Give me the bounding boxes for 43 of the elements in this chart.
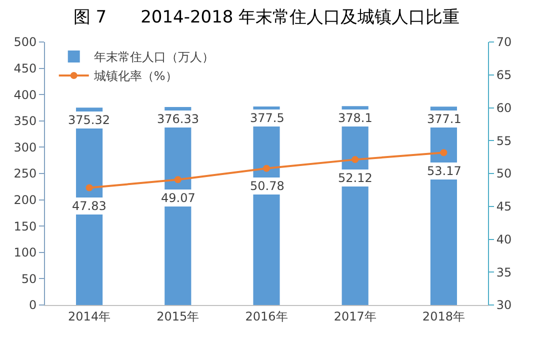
y2-tick-label: 55 bbox=[496, 134, 512, 148]
data-label: 375.32 bbox=[68, 113, 110, 127]
y-tick-label: 200 bbox=[14, 193, 37, 207]
y-tick-label: 0 bbox=[28, 298, 37, 312]
data-label: 53.17 bbox=[427, 164, 462, 178]
x-tick-label: 2014年 bbox=[68, 309, 111, 324]
y-tick-label: 450 bbox=[14, 62, 37, 76]
data-label: 376.33 bbox=[157, 112, 199, 126]
data-label: 47.83 bbox=[72, 199, 106, 213]
x-tick-label: 2016年 bbox=[245, 309, 288, 324]
x-tick-label: 2015年 bbox=[156, 309, 200, 324]
y2-tick-label: 35 bbox=[496, 265, 512, 280]
y2-tick-label: 50 bbox=[496, 166, 512, 181]
point bbox=[440, 149, 448, 156]
y2-tick-label: 70 bbox=[496, 35, 512, 50]
y2-tick-label: 30 bbox=[496, 298, 512, 312]
y-tick-label: 300 bbox=[14, 140, 37, 154]
point bbox=[86, 184, 93, 192]
point bbox=[174, 176, 182, 184]
y2-tick-label: 65 bbox=[496, 68, 512, 82]
y-tick-label: 50 bbox=[21, 272, 37, 286]
y-tick-label: 250 bbox=[14, 166, 37, 181]
legend-label: 城镇化率（%） bbox=[92, 69, 178, 84]
data-label: 49.07 bbox=[161, 191, 196, 205]
y-tick-label: 350 bbox=[14, 114, 37, 128]
y2-tick-label: 45 bbox=[496, 200, 512, 214]
y-tick-label: 150 bbox=[14, 219, 37, 234]
y2-tick-label: 40 bbox=[496, 232, 512, 246]
y-tick-label: 400 bbox=[14, 88, 37, 102]
point bbox=[352, 156, 359, 164]
y-tick-label: 100 bbox=[14, 246, 37, 260]
y2-tick-label: 60 bbox=[496, 100, 512, 115]
x-tick-label: 2018年 bbox=[422, 309, 465, 324]
data-label: 377.1 bbox=[427, 112, 462, 126]
legend-label: 年末常住人口（万人） bbox=[94, 50, 214, 64]
x-tick-label: 2017年 bbox=[334, 309, 376, 324]
data-label: 378.1 bbox=[338, 111, 372, 125]
data-label: 52.12 bbox=[338, 171, 372, 185]
data-label: 50.78 bbox=[250, 179, 284, 193]
y-tick-label: 500 bbox=[14, 35, 37, 50]
point bbox=[263, 164, 270, 172]
data-label: 377.5 bbox=[250, 111, 284, 125]
chart-title: 图 7 2014-2018 年末常住人口及城镇人口比重 bbox=[73, 7, 460, 28]
